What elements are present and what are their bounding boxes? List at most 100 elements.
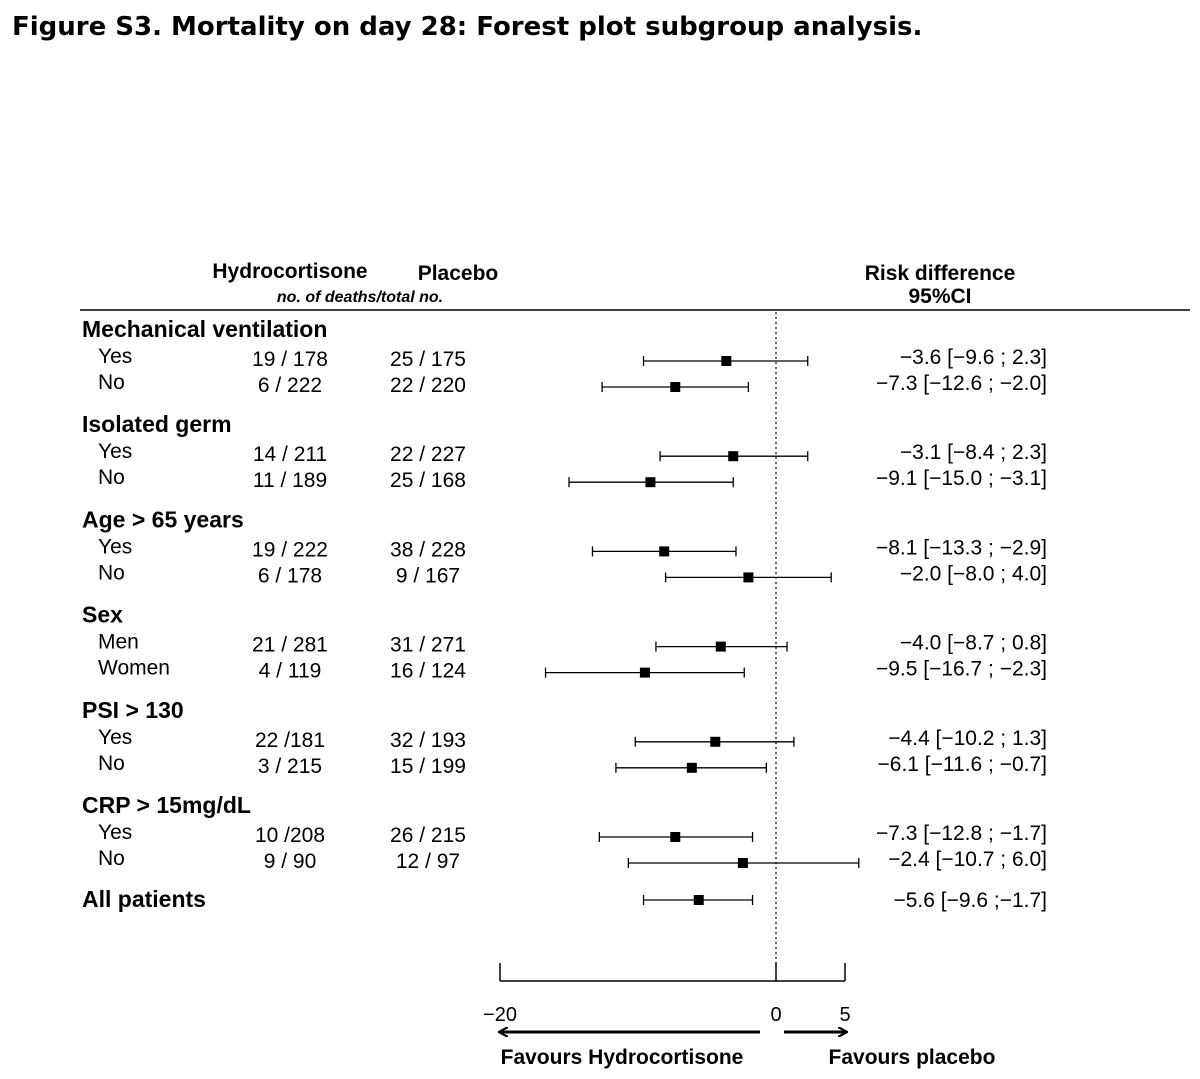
subgroup-title: Age > 65 years [82,506,244,532]
risk-difference-value: −7.3 [−12.8 ; −1.7] [876,822,1047,845]
confidence-interval [601,382,750,392]
confidence-interval [544,667,745,678]
table-row: Yes 10 /208 26 / 215 −7.3 [−12.8 ; −1.7] [98,821,1047,847]
placebo-count: 26 / 215 [390,824,466,847]
row-label: No [98,561,125,584]
point-estimate [743,572,754,583]
placebo-count: 25 / 168 [390,469,466,492]
table-row: Yes 14 / 211 22 / 227 −3.1 [−8.4 ; 2.3] [98,440,1047,466]
subgroup-title: Isolated germ [82,411,232,437]
table-row: No 9 / 90 12 / 97 −2.4 [−10.7 ; 6.0] [98,847,1047,873]
overall-label: All patients [82,886,206,912]
confidence-interval [627,858,860,868]
risk-difference-value: −2.0 [−8.0 ; 4.0] [900,562,1047,585]
point-estimate [715,641,726,652]
confidence-interval [642,356,809,366]
confidence-interval [591,546,737,557]
placebo-count: 22 / 220 [390,374,466,397]
table-row: Women 4 / 119 16 / 124 −9.5 [−16.7 ; −2.3] [98,657,1047,683]
point-estimate [721,356,732,366]
row-label: Yes [98,345,132,368]
hydrocortisone-count: 3 / 215 [258,755,322,778]
risk-difference-value: −9.5 [−16.7 ; −2.3] [876,658,1047,681]
row-label: Yes [98,821,132,844]
hydrocortisone-count: 4 / 119 [259,660,322,683]
subgroup-title: Sex [82,602,123,628]
header-risk-difference: Risk difference [865,262,1016,285]
confidence-interval [598,832,754,842]
confidence-interval [568,477,734,488]
subgroup: PSI > 130 Yes 22 /181 32 / 193 −4.4 [−10.2 ;… [82,697,1047,778]
subgroup: Isolated germ Yes 14 / 211 22 / 227 −3.1 [−8… [82,411,1047,492]
hydrocortisone-count: 14 / 211 [253,443,327,466]
overall-confidence-interval [642,895,754,905]
hydrocortisone-count: 6 / 222 [258,374,322,397]
point-estimate [670,832,681,842]
row-label: Men [98,631,139,654]
table-row: No 6 / 178 9 / 167 −2.0 [−8.0 ; 4.0] [98,561,1047,587]
point-estimate [659,546,670,557]
point-estimate [710,736,721,747]
table-row: Yes 19 / 178 25 / 175 −3.6 [−9.6 ; 2.3] [98,345,1047,371]
subgroup-title: Mechanical ventilation [82,316,327,342]
placebo-count: 16 / 124 [390,660,466,683]
hydrocortisone-count: 19 / 222 [252,538,328,561]
point-estimate [686,762,697,773]
point-estimate [693,895,704,905]
row-label: No [98,752,125,775]
table-row: Men 21 / 281 31 / 271 −4.0 [−8.7 ; 0.8] [98,631,1047,657]
placebo-count: 9 / 167 [396,564,460,587]
hydrocortisone-count: 21 / 281 [252,634,328,657]
subgroup: Mechanical ventilation Yes 19 / 178 25 / 17… [82,316,1047,397]
risk-difference-value: −4.4 [−10.2 ; 1.3] [888,727,1047,750]
subgroup-title: CRP > 15mg/dL [82,792,251,818]
row-label: Women [98,657,170,680]
table-row: No 6 / 222 22 / 220 −7.3 [−12.6 ; −2.0] [98,371,1047,397]
overall-row: All patients −5.6 [−9.6 ;−1.7] [82,886,1047,912]
point-estimate [645,477,656,488]
x-axis: −20 0 5 [483,963,851,1026]
table-row: No 3 / 215 15 / 199 −6.1 [−11.6 ; −0.7] [98,752,1047,778]
subgroup: Age > 65 years Yes 19 / 222 38 / 228 −8.1 [−… [82,506,1047,587]
subgroup-title: PSI > 130 [82,697,184,723]
row-label: No [98,371,125,394]
confidence-interval [659,451,809,462]
placebo-count: 38 / 228 [390,538,466,561]
axis-tick-label: 5 [839,1004,850,1026]
risk-difference-value: −9.1 [−15.0 ; −3.1] [876,467,1047,490]
risk-difference-value: −4.0 [−8.7 ; 0.8] [900,632,1047,655]
point-estimate [737,858,748,868]
confidence-interval [634,736,795,747]
row-label: Yes [98,726,132,749]
risk-difference-value: −3.1 [−8.4 ; 2.3] [900,441,1047,464]
hydrocortisone-count: 6 / 178 [258,564,322,587]
favours-placebo-label: Favours placebo [829,1046,996,1069]
risk-difference-value: −2.4 [−10.7 ; 6.0] [888,848,1047,871]
row-label: Yes [98,535,132,558]
row-label: No [98,466,125,489]
header-ci: 95%CI [908,285,971,308]
risk-difference-value: −7.3 [−12.6 ; −2.0] [876,372,1047,395]
point-estimate [728,451,739,462]
risk-difference-value: −8.1 [−13.3 ; −2.9] [876,536,1047,559]
table-row: Yes 22 /181 32 / 193 −4.4 [−10.2 ; 1.3] [98,726,1047,752]
table-row: Yes 19 / 222 38 / 228 −8.1 [−13.3 ; −2.9] [98,535,1047,561]
confidence-interval [615,762,767,773]
overall-risk-difference: −5.6 [−9.6 ;−1.7] [893,889,1047,912]
header-subtitle: no. of deaths/total no. [277,289,443,306]
subgroup: CRP > 15mg/dL Yes 10 /208 26 / 215 −7.3 [−12… [82,792,1047,873]
favours-hydrocortisone-label: Favours Hydrocortisone [501,1046,744,1069]
header-hydrocortisone: Hydrocortisone [212,260,367,283]
hydrocortisone-count: 11 / 189 [253,469,327,492]
risk-difference-value: −6.1 [−11.6 ; −0.7] [878,753,1048,776]
axis-tick-label: 0 [770,1004,781,1026]
hydrocortisone-count: 10 /208 [255,824,325,847]
point-estimate [670,382,681,392]
confidence-interval [664,572,832,583]
confidence-interval [655,641,788,652]
point-estimate [639,667,650,678]
placebo-count: 12 / 97 [396,850,460,873]
hydrocortisone-count: 9 / 90 [264,850,317,873]
